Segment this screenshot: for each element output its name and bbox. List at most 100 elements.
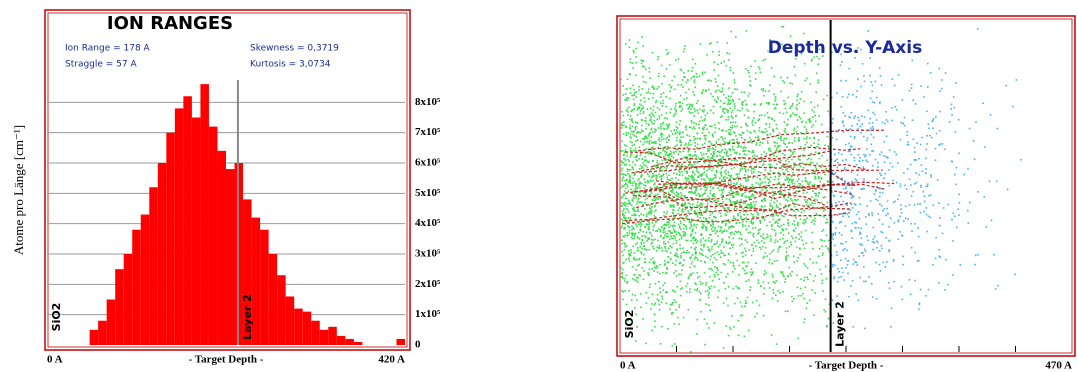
ion-dot [723, 102, 726, 105]
ion-dot [642, 190, 644, 193]
ion-dot [631, 232, 633, 234]
ion-dot [704, 290, 707, 293]
ion-dot [739, 211, 741, 214]
ion-dot [665, 302, 668, 305]
ion-dot [631, 161, 634, 163]
ion-dot [669, 258, 672, 261]
ion-dot [906, 131, 909, 133]
ion-dot [709, 192, 712, 195]
ion-dot [791, 223, 794, 225]
ion-dot [777, 178, 780, 181]
ion-dot [621, 276, 624, 278]
ion-dot [816, 55, 818, 58]
ion-dot [808, 157, 810, 160]
ion-dot [713, 61, 715, 64]
ion-dot [700, 157, 702, 159]
ion-dot [866, 205, 869, 207]
ion-dot [744, 170, 747, 173]
ion-dot [809, 181, 811, 183]
ion-dot [781, 237, 784, 240]
ion-dot [780, 224, 783, 227]
ion-dot [781, 271, 784, 273]
ion-dot [820, 176, 823, 179]
ion-dot [742, 223, 744, 226]
ion-dot [689, 164, 691, 166]
ion-dot [641, 238, 644, 241]
ion-dot [743, 218, 746, 220]
ion-dot [891, 165, 894, 168]
ion-dot [669, 86, 672, 89]
ion-dot [782, 165, 784, 168]
ion-dot [824, 169, 826, 172]
ion-dot [752, 177, 754, 179]
ion-dot [673, 230, 676, 233]
ion-dot [735, 222, 737, 225]
ion-dot [785, 251, 788, 253]
ion-dot [665, 212, 668, 215]
ion-dot [685, 215, 688, 218]
ion-dot [728, 140, 731, 142]
ion-dot [688, 139, 691, 142]
ion-dot [720, 129, 723, 132]
ion-dot [637, 237, 639, 239]
ion-dot [638, 85, 640, 88]
ion-dot [856, 179, 858, 182]
ion-dot [782, 112, 785, 115]
bar [200, 84, 209, 345]
ion-dot [906, 168, 909, 170]
ion-dot [957, 208, 959, 211]
ion-dot [664, 291, 667, 294]
ion-dot [637, 264, 639, 267]
ion-dot [931, 120, 934, 123]
ion-dot [667, 256, 670, 258]
ion-dot [926, 110, 928, 113]
ion-dot [650, 180, 652, 183]
ion-dot [716, 230, 719, 233]
ion-dot [794, 214, 796, 216]
ion-dot [821, 239, 824, 242]
ion-dot [633, 213, 636, 215]
ion-dot [724, 141, 727, 144]
ion-dot [636, 114, 639, 116]
ion-dot [671, 191, 674, 193]
ion-dot [763, 177, 766, 179]
ion-dot [772, 194, 775, 196]
ion-dot [685, 170, 688, 172]
layer-label: Layer 2 [241, 294, 254, 340]
ion-dot [793, 261, 796, 263]
ion-dot [707, 182, 709, 184]
ion-dot [679, 104, 681, 107]
ion-dot [744, 150, 747, 152]
ion-dot [650, 308, 652, 310]
ion-dot [741, 107, 743, 110]
ion-dot [645, 193, 647, 196]
ion-dot [738, 287, 741, 290]
ion-dot [650, 112, 653, 114]
ion-dot [789, 82, 791, 84]
ion-dot [634, 214, 637, 217]
ion-dot [774, 222, 777, 224]
ion-dot [641, 182, 643, 185]
ion-dot [717, 225, 720, 228]
ion-dot [742, 201, 745, 204]
ion-dot [723, 140, 726, 143]
ion-dot [733, 196, 735, 198]
ion-dot [624, 183, 626, 186]
ion-dot [885, 135, 888, 138]
ion-dot [735, 152, 738, 155]
ion-dot [784, 102, 787, 105]
ion-dot [647, 227, 650, 230]
ion-dot [656, 230, 658, 232]
ion-dot [727, 103, 729, 106]
ion-dot [742, 200, 745, 202]
ion-dot [713, 99, 716, 101]
ion-dot [622, 114, 625, 117]
ion-dot [622, 157, 625, 160]
ion-dot [698, 123, 700, 126]
ion-dot [944, 148, 946, 151]
ion-dot [776, 240, 779, 243]
ion-dot [652, 229, 654, 231]
ion-dot [675, 233, 677, 236]
ion-dot [661, 325, 663, 328]
ion-dot [798, 238, 800, 240]
